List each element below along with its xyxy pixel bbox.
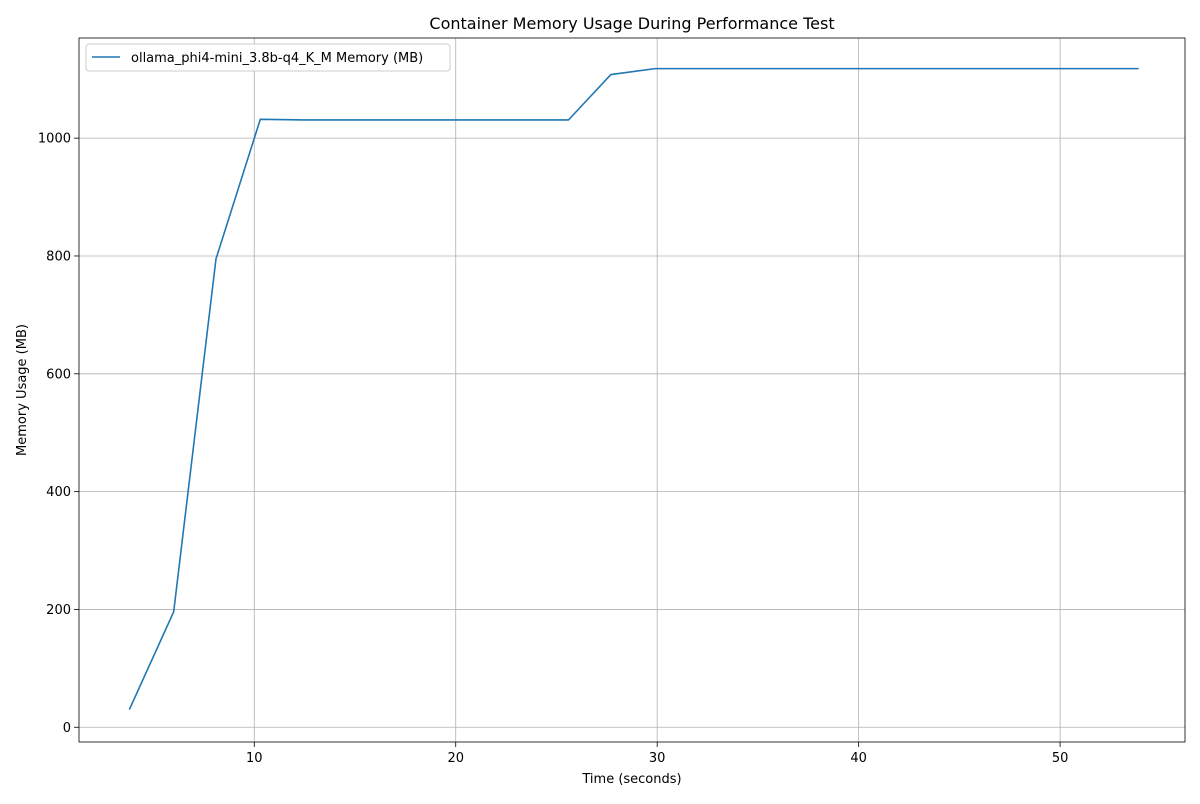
x-tick-label: 30 xyxy=(649,751,666,766)
x-tick-label: 40 xyxy=(850,751,867,766)
y-tick-label: 400 xyxy=(46,485,71,500)
chart-title: Container Memory Usage During Performanc… xyxy=(429,14,834,33)
x-tick-label: 10 xyxy=(246,751,263,766)
grid-layer xyxy=(79,38,1185,742)
y-tick-label: 200 xyxy=(46,603,71,618)
y-tick-label: 800 xyxy=(46,249,71,264)
series-line-0 xyxy=(128,67,1139,710)
y-axis-label: Memory Usage (MB) xyxy=(15,324,30,456)
legend: ollama_phi4-mini_3.8b-q4_K_M Memory (MB) xyxy=(85,43,451,72)
legend-box xyxy=(85,43,451,72)
x-axis-label: Time (seconds) xyxy=(581,772,681,787)
legend-label: ollama_phi4-mini_3.8b-q4_K_M Memory (MB) xyxy=(131,51,423,66)
series-layer xyxy=(128,67,1139,710)
y-tick-label: 0 xyxy=(63,721,71,736)
axes-frame xyxy=(78,37,1186,743)
y-tick-label: 1000 xyxy=(38,132,71,147)
x-tick-label: 50 xyxy=(1052,751,1069,766)
x-tick-label: 20 xyxy=(447,751,464,766)
y-tick-label: 600 xyxy=(46,367,71,382)
ticks-layer: 10 20 30 40 50 0 200 400 600 800 1000 xyxy=(38,132,1068,766)
